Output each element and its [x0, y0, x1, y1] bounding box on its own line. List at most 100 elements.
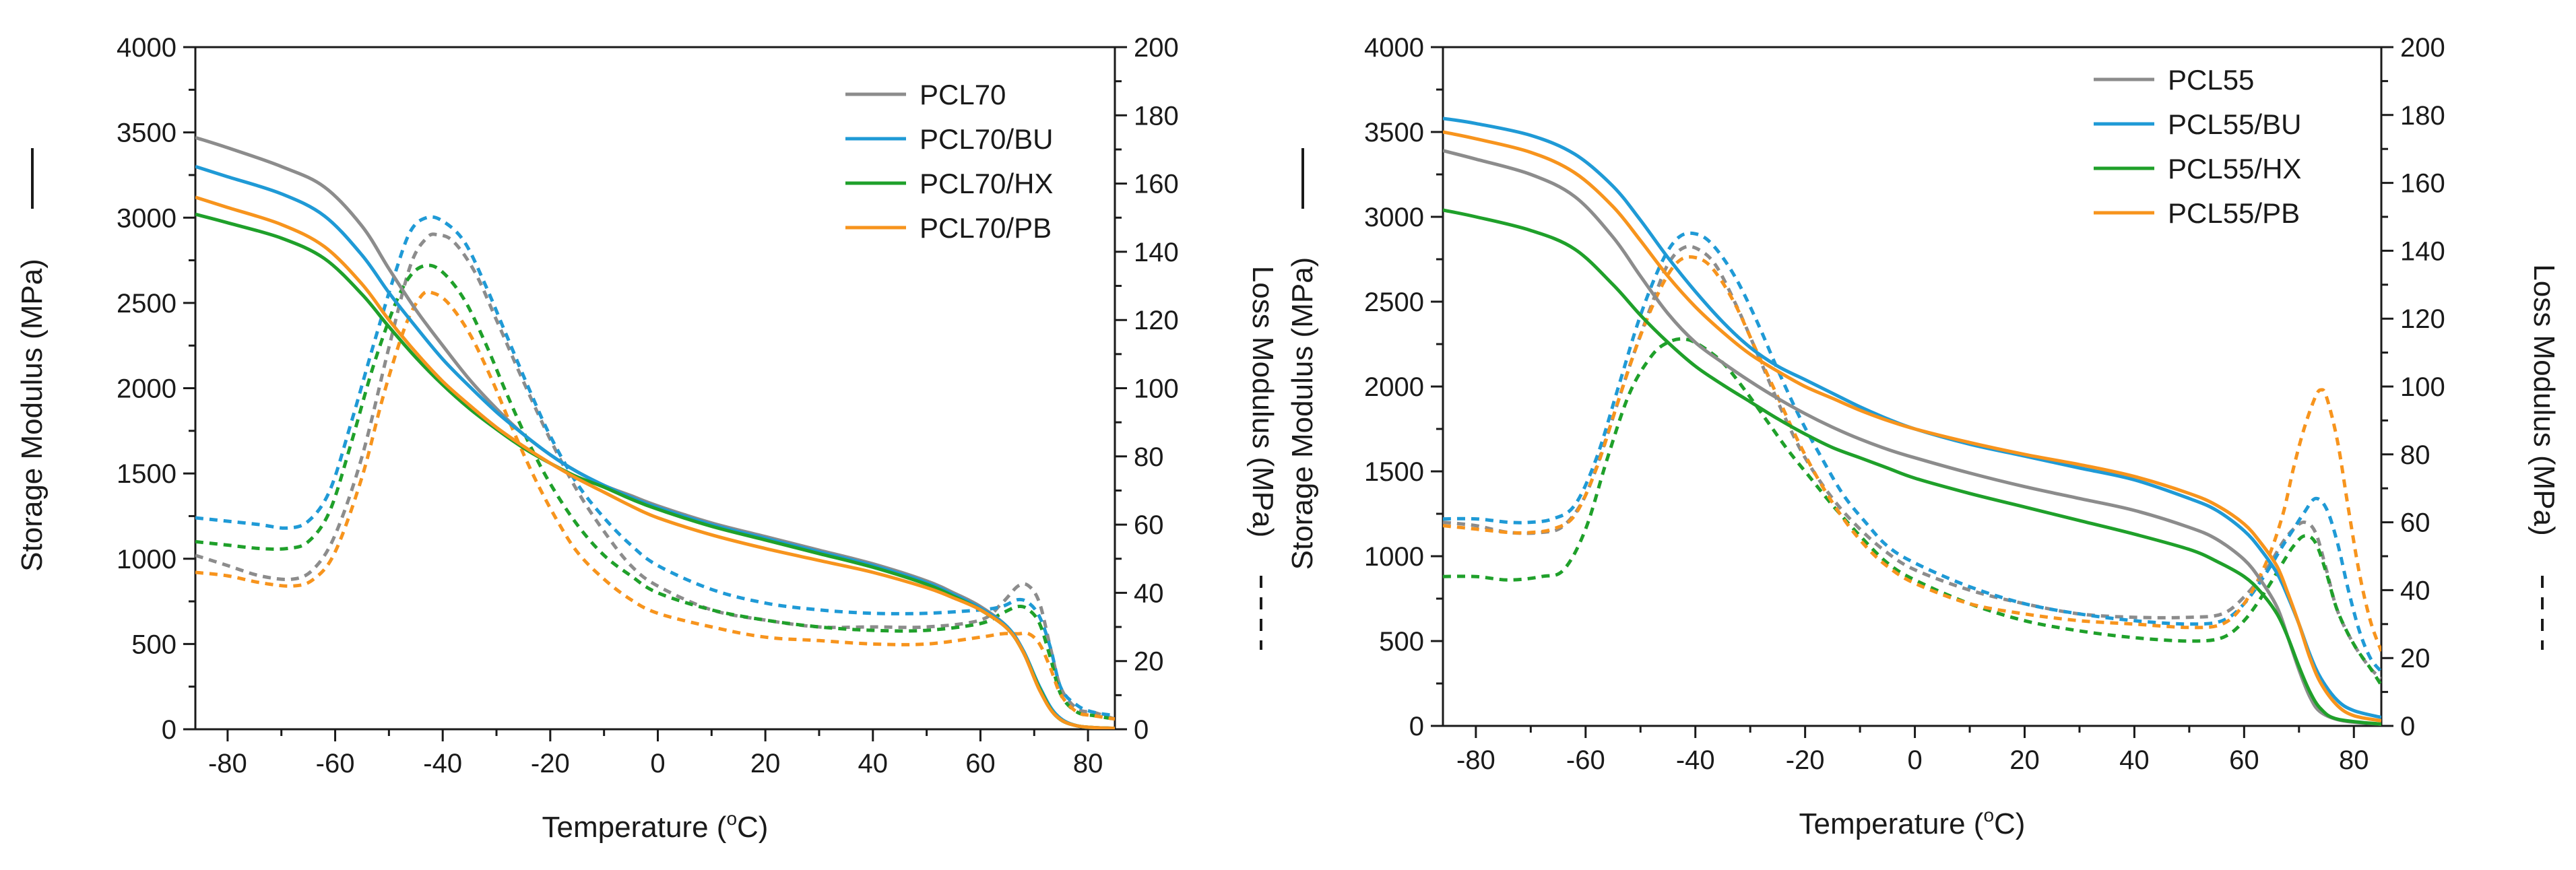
y-tick-label: 3000: [1364, 203, 1424, 232]
x-tick-label: 20: [750, 749, 781, 778]
y2-tick-label: 120: [2400, 304, 2445, 334]
loss-modulus-line-pcl70-hx: [195, 263, 1115, 721]
x-tick-label: 60: [965, 749, 996, 778]
x-tick-label: 80: [2339, 745, 2369, 775]
storage-modulus-line-pcl55-hx: [1443, 208, 2381, 726]
y-tick-label: 2500: [1364, 288, 1424, 317]
x-tick-label: -80: [208, 749, 247, 778]
legend: PCL55 PCL55/BU PCL55/HX PCL55/PB: [2094, 64, 2301, 229]
degree-symbol: o: [1983, 805, 1994, 826]
y2-tick-label: 20: [2400, 644, 2430, 673]
x-tick-label: 60: [2229, 745, 2259, 775]
y-tick-label: 500: [1379, 627, 1424, 657]
y2-axis-title: Loss Modulus (MPa): [1246, 266, 1279, 537]
plot-frame: [1442, 46, 2383, 727]
legend-label: PCL55/PB: [2168, 197, 2300, 229]
storage-modulus-line-pcl70-hx: [195, 212, 1115, 729]
loss-modulus-line-pcl55-pb: [1443, 255, 2381, 652]
y2-tick-label: 40: [2400, 576, 2430, 605]
storage-modulus-line-pcl55-pb: [1443, 130, 2381, 723]
y-tick-label: 4000: [117, 33, 176, 63]
y-tick-label: 2000: [1364, 372, 1424, 402]
x-axis-title-suffix: C): [1994, 807, 2025, 840]
y-tick-label: 0: [1409, 712, 1424, 741]
y2-tick-label: 140: [2400, 236, 2445, 266]
chart-panel-2: -80 -60 -40 -20 0 20 40 60 800500100015002000250…: [1286, 33, 2561, 840]
legend-label: PCL55: [2168, 64, 2254, 96]
loss-modulus-line-pcl70-bu: [195, 215, 1115, 718]
y2-tick-label: 160: [2400, 169, 2445, 199]
x-tick-label: -60: [316, 749, 355, 778]
legend: PCL70 PCL70/BU PCL70/HX PCL70/PB: [845, 79, 1053, 244]
x-axis-title-prefix: Temperature (: [542, 811, 727, 844]
y2-tick-label: 180: [1134, 101, 1179, 131]
degree-symbol: o: [726, 808, 737, 829]
x-tick-label: 40: [2119, 745, 2150, 775]
loss-modulus-line-pcl55-hx: [1443, 337, 2381, 686]
y-axis-title: Storage Modulus (MPa): [15, 259, 49, 572]
curves: [1443, 116, 2381, 726]
x-tick-label: -20: [531, 749, 570, 778]
chart-panel-1: -80 -60 -40 -20 0 20 40 60 800500100015002000250…: [15, 33, 1279, 844]
storage-modulus-line-pcl55: [1443, 149, 2381, 726]
y2-tick-label: 200: [1134, 33, 1179, 63]
x-tick-label: -60: [1566, 745, 1605, 775]
x-tick-label: 0: [650, 749, 665, 778]
x-axis-title-prefix: Temperature (: [1799, 807, 1984, 840]
x-tick-label: -20: [1786, 745, 1825, 775]
legend-label: PCL70/PB: [920, 212, 1052, 244]
storage-modulus-line-pcl70-pb: [195, 195, 1115, 729]
x-tick-label: -80: [1456, 745, 1495, 775]
y2-tick-label: 0: [2400, 712, 2415, 741]
y2-tick-label: 100: [1134, 374, 1179, 404]
y2-tick-label: 140: [1134, 238, 1179, 267]
legend-label: PCL70/BU: [920, 123, 1053, 155]
y-tick-label: 1000: [117, 545, 176, 574]
y-axis-title: Storage Modulus (MPa): [1286, 257, 1319, 570]
x-axis-title-suffix: C): [737, 811, 768, 844]
y2-tick-label: 60: [2400, 508, 2430, 538]
y-tick-label: 0: [162, 715, 176, 745]
y2-tick-label: 20: [1134, 647, 1164, 677]
x-tick-label: -40: [1676, 745, 1715, 775]
y-tick-label: 500: [131, 630, 176, 659]
y2-tick-label: 60: [1134, 510, 1164, 540]
y2-tick-label: 40: [1134, 578, 1164, 608]
x-axis-title: Temperature (oC): [542, 808, 769, 844]
loss-modulus-line-pcl70: [195, 232, 1115, 721]
y-tick-label: 1500: [117, 459, 176, 489]
x-tick-label: 0: [1907, 745, 1922, 775]
y-tick-label: 3500: [1364, 118, 1424, 147]
x-tick-label: -40: [423, 749, 462, 778]
y-tick-label: 1500: [1364, 457, 1424, 487]
x-axis-title: Temperature (oC): [1799, 805, 2026, 840]
x-tick-label: 80: [1073, 749, 1103, 778]
legend-label: PCL70: [920, 79, 1006, 110]
legend-label: PCL55/HX: [2168, 153, 2301, 185]
y-tick-label: 3000: [117, 203, 176, 233]
y2-tick-label: 80: [1134, 442, 1164, 472]
curves: [195, 135, 1115, 729]
y-tick-label: 1000: [1364, 542, 1424, 572]
legend-label: PCL55/BU: [2168, 108, 2301, 140]
y2-tick-label: 200: [2400, 33, 2445, 63]
loss-modulus-line-pcl55: [1443, 244, 2381, 680]
y-tick-label: 2000: [117, 374, 176, 404]
y-tick-label: 2500: [117, 289, 176, 319]
y2-tick-label: 180: [2400, 101, 2445, 131]
y2-axis-title: Loss Modulus (MPa): [2527, 264, 2561, 535]
legend-label: PCL70/HX: [920, 168, 1053, 199]
y-tick-label: 4000: [1364, 33, 1424, 63]
y2-tick-label: 0: [1134, 715, 1149, 745]
y-tick-label: 3500: [117, 119, 176, 148]
loss-modulus-line-pcl70-pb: [195, 290, 1115, 721]
x-tick-label: 40: [858, 749, 889, 778]
loss-modulus-line-pcl55-bu: [1443, 231, 2381, 673]
y2-tick-label: 120: [1134, 306, 1179, 335]
storage-modulus-line-pcl70-bu: [195, 164, 1115, 729]
y2-tick-label: 160: [1134, 170, 1179, 199]
x-tick-label: 20: [2009, 745, 2040, 775]
y2-tick-label: 80: [2400, 440, 2430, 470]
y2-tick-label: 100: [2400, 372, 2445, 402]
